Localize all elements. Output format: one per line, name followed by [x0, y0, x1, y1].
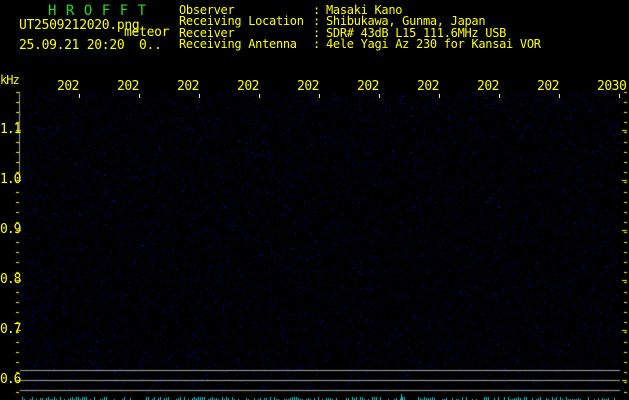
- file-name: UT2509212020.png: [19, 18, 140, 33]
- time-label: 2027: [417, 79, 439, 94]
- info-value-receiver: SDR# 43dB L15 111.6MHz USB: [326, 26, 507, 40]
- time-tick: [439, 94, 440, 98]
- freq-label: 0.6: [0, 372, 22, 387]
- colon: :: [313, 37, 320, 51]
- info-label-antenna: Receiving Antenna: [179, 37, 297, 51]
- time-label: 2021: [57, 79, 79, 94]
- colon: :: [313, 3, 320, 17]
- time-tick: [379, 94, 380, 98]
- time-label: 2028: [477, 79, 499, 94]
- time-tick: [499, 94, 500, 98]
- freq-label: 1.0: [0, 172, 22, 187]
- time-tick: [559, 94, 560, 98]
- freq-label: 0.9: [0, 222, 22, 237]
- colon: :: [313, 14, 320, 28]
- info-label-observer: Observer: [179, 3, 235, 17]
- mode-label: meteor: [124, 25, 170, 40]
- time-label: 2023: [177, 79, 199, 94]
- time-label: 2029: [537, 79, 559, 94]
- time-tick: [139, 94, 140, 98]
- info-value-location: Shibukawa, Gunma, Japan: [326, 14, 486, 28]
- time-label: 2026: [357, 79, 379, 94]
- freq-label: 0.8: [0, 272, 22, 287]
- info-label-location: Receiving Location: [179, 14, 304, 28]
- freq-label: 1.1: [0, 122, 22, 137]
- time-label: 2024: [237, 79, 259, 94]
- time-tick: [79, 94, 80, 98]
- freq-unit: kHz: [0, 73, 20, 87]
- colon: :: [313, 26, 320, 40]
- freq-label: 0.7: [0, 322, 22, 337]
- info-value-antenna: 4ele Yagi Az 230 for Kansai VOR: [326, 37, 541, 51]
- count: 0..: [139, 38, 162, 53]
- app-title: HROFFT: [48, 3, 156, 19]
- time-tick: [259, 94, 260, 98]
- datetime: 25.09.21 20:20: [19, 38, 125, 53]
- time-tick: [199, 94, 200, 98]
- info-label-receiver: Receiver: [179, 26, 235, 40]
- time-label: 2025: [297, 79, 319, 94]
- info-value-observer: Masaki Kano: [326, 3, 403, 17]
- time-label: 2030: [597, 79, 627, 94]
- time-tick: [619, 94, 620, 98]
- time-tick: [319, 94, 320, 98]
